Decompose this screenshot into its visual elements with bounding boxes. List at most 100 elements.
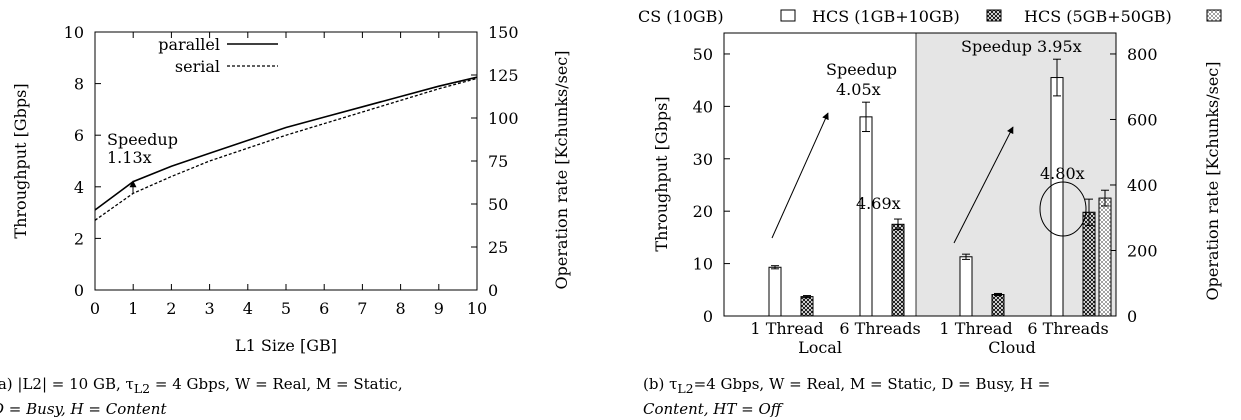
bar-1-2	[991, 294, 1005, 317]
chart-a-series	[94, 76, 478, 221]
y2-tick-label: 600	[1127, 110, 1158, 129]
y2-tick-label: 0	[1127, 307, 1137, 326]
annotation-circle	[1039, 181, 1087, 237]
bar-1-0	[800, 296, 814, 317]
x-tick-label: 0	[90, 299, 100, 318]
annotation-4-05x: 4.05x	[836, 80, 881, 99]
legend-label-hcs-5gb: HCS (5GB+50GB)	[1024, 7, 1172, 26]
chart-a-annotation-speedup: Speedup	[107, 130, 178, 149]
caption-b-line-2: Content, HT = Off	[643, 399, 1050, 420]
y-tick-label: 8	[74, 75, 84, 94]
bar-0-3	[1050, 77, 1064, 317]
y2-tick-label: 0	[488, 281, 498, 300]
chart-a-line: 0 1 2 3 4 5 6 7 8 9 10 0 2 4 6 8 10 0 25 50 75 100 125 150 pa…	[11, 23, 571, 355]
y-tick-label: 30	[693, 150, 713, 169]
caption-a-line-1-sub: L2	[133, 381, 151, 396]
y-tick-label: 0	[703, 307, 713, 326]
y-tick-label: 10	[64, 23, 84, 42]
y-tick-label: 20	[693, 202, 713, 221]
caption-b-line-1-rest: =4 Gbps, W = Real, M = Static, D = Busy,…	[693, 375, 1051, 393]
x-tick-label: 7	[357, 299, 367, 318]
chart-a-annotation-value: 1.13x	[107, 148, 152, 167]
series-line-serial	[94, 77, 478, 221]
y2-tick-label: 200	[1127, 241, 1158, 260]
chart-a-y2-axis-label: Operation rate [Kchunks/sec]	[552, 50, 571, 289]
caption-b-line-1-text: (b) τ	[643, 375, 678, 393]
chart-b-bars	[768, 58, 1112, 317]
chart-b-y-axis-label: Throughput [Gbps]	[652, 96, 671, 251]
x-tick-label: 8	[396, 299, 406, 318]
annotation-4-80x: 4.80x	[1040, 164, 1085, 183]
annotation-speedup-local: Speedup	[826, 60, 897, 79]
category-label-local-1-thread: 1 Thread	[750, 319, 823, 338]
x-tick-label: 1	[128, 299, 138, 318]
legend-swatch-cs	[780, 9, 796, 22]
caption-b-line-2-text: Content, HT = Off	[643, 400, 782, 418]
bar-0-2	[959, 256, 973, 317]
legend-label-serial: serial	[175, 57, 220, 76]
y-tick-label: 2	[74, 229, 84, 248]
chart-b-y-ticks: 0 10 20 30 40 50	[693, 45, 730, 326]
legend-swatch-hcs-5gb	[1206, 9, 1222, 22]
x-tick-label: 6	[319, 299, 329, 318]
legend-swatch-hcs-1gb	[986, 9, 1002, 22]
bar-0-0	[768, 266, 782, 317]
caption-b-line-1: (b) τL2=4 Gbps, W = Real, M = Static, D …	[643, 374, 1050, 399]
chart-a-plot-frame	[94, 31, 478, 291]
bar-1-3	[1082, 211, 1096, 317]
annotation-4-69x: 4.69x	[856, 194, 901, 213]
chart-a-y-ticks: 0 2 4 6 8 10	[64, 23, 101, 300]
chart-a-x-axis-label: L1 Size [GB]	[235, 336, 337, 355]
bar-1-1	[891, 223, 905, 317]
chart-b-plot-frame	[723, 32, 1117, 317]
y-tick-label: 10	[693, 255, 713, 274]
chart-b-bar: 0 10 20 30 40 50 0 200 400 600 800 1 Thread 6 Thr…	[638, 7, 1222, 357]
y2-tick-label: 150	[488, 23, 519, 42]
x-tick-label: 10	[467, 299, 487, 318]
x-tick-label: 5	[281, 299, 291, 318]
caption-b-line-1-sub: L2	[677, 381, 694, 396]
category-label-cloud-6-threads: 6 Threads	[1027, 319, 1108, 338]
y2-tick-label: 25	[488, 238, 508, 257]
x-tick-label: 4	[243, 299, 253, 318]
y2-tick-label: 800	[1127, 45, 1158, 64]
chart-a-y2-ticks: 0 25 50 75 100 125 150	[471, 23, 519, 300]
bar-0-1	[859, 116, 873, 317]
y-tick-label: 40	[693, 97, 713, 116]
legend-label-cs-10gb: CS (10GB)	[638, 7, 724, 26]
y-tick-label: 50	[693, 45, 713, 64]
caption-a-line-1-rest: = 4 Gbps, W = Real, M = Static,	[150, 375, 403, 393]
caption-a-line-2: D = Busy, H = Content	[0, 399, 403, 420]
caption-b: (b) τL2=4 Gbps, W = Real, M = Static, D …	[643, 374, 1050, 420]
chart-b-y2-ticks: 0 200 400 600 800	[1110, 45, 1158, 326]
y2-tick-label: 400	[1127, 176, 1158, 195]
y2-tick-label: 75	[488, 152, 508, 171]
series-line-parallel	[94, 76, 478, 211]
caption-a: (a) |L2| = 10 GB, τL2 = 4 Gbps, W = Real…	[0, 374, 403, 420]
y-tick-label: 6	[74, 126, 84, 145]
y2-tick-label: 50	[488, 195, 508, 214]
group-label-local: Local	[798, 338, 842, 357]
annotation-arrow-local	[771, 112, 829, 239]
caption-a-line-1: (a) |L2| = 10 GB, τL2 = 4 Gbps, W = Real…	[0, 374, 403, 399]
annotation-arrow-cloud	[953, 126, 1014, 244]
caption-a-line-1-text: (a) |L2| = 10 GB, τ	[0, 375, 134, 393]
x-tick-label: 9	[434, 299, 444, 318]
group-label-cloud: Cloud	[988, 338, 1036, 357]
x-tick-label: 3	[205, 299, 215, 318]
caption-a-line-2-text: D = Busy, H = Content	[0, 400, 167, 418]
y-tick-label: 0	[74, 281, 84, 300]
x-tick-label: 2	[166, 299, 176, 318]
y-tick-label: 4	[74, 178, 84, 197]
chart-a-y-axis-label: Throughput [Gbps]	[11, 83, 30, 238]
bar-2-3	[1098, 197, 1112, 317]
legend-label-hcs-1gb: HCS (1GB+10GB)	[812, 7, 960, 26]
legend-label-parallel: parallel	[158, 35, 220, 54]
category-label-local-6-threads: 6 Threads	[839, 319, 920, 338]
category-label-cloud-1-thread: 1 Thread	[939, 319, 1012, 338]
y2-tick-label: 100	[488, 109, 519, 128]
chart-a-x-ticks: 0 1 2 3 4 5 6 7 8 9 10	[90, 32, 487, 318]
y2-tick-label: 125	[488, 66, 519, 85]
annotation-speedup-cloud: Speedup 3.95x	[961, 37, 1082, 56]
